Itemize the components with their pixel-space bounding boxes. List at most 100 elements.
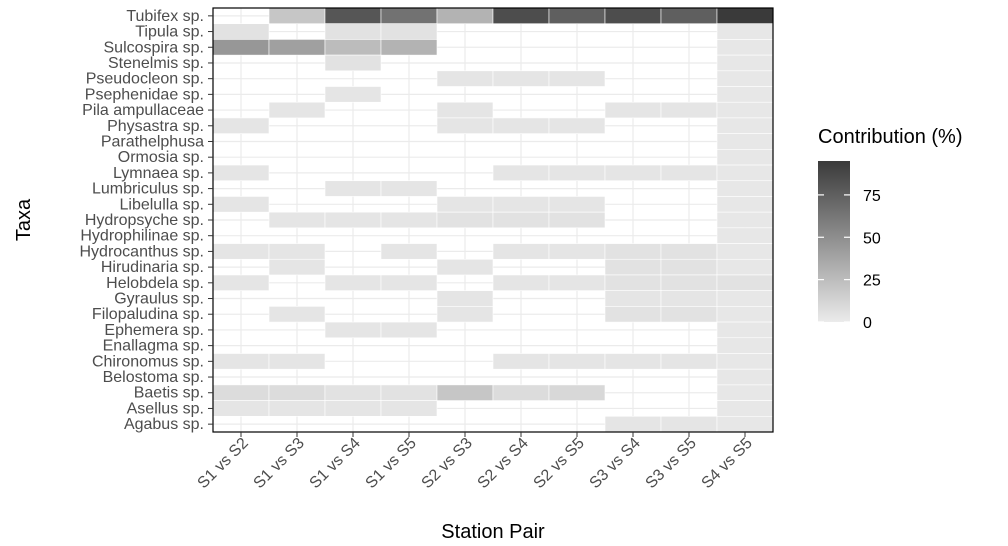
heatmap-cell	[604, 243, 662, 260]
heatmap-cell	[660, 258, 718, 276]
heatmap-cell	[324, 400, 382, 417]
heatmap-cell	[212, 353, 270, 370]
heatmap-cell	[492, 274, 550, 291]
heatmap-cell	[660, 7, 718, 25]
heatmap-cell	[716, 54, 774, 72]
heatmap-cell	[716, 353, 774, 370]
heatmap-cell	[716, 70, 774, 87]
y-tick-label: Asellus sp.	[127, 400, 204, 417]
heatmap-cell	[436, 101, 494, 119]
heatmap-cell	[380, 321, 438, 339]
heatmap-cell	[436, 290, 494, 307]
y-tick-label: Stenelmis sp.	[108, 55, 204, 72]
heatmap-cell	[604, 415, 662, 433]
heatmap-cell	[604, 274, 662, 291]
legend-title: Contribution (%)	[818, 126, 963, 148]
heatmap-cell	[380, 384, 438, 401]
heatmap-cell	[268, 243, 326, 260]
heatmap-cell	[604, 258, 662, 276]
heatmap-cell	[716, 180, 774, 197]
heatmap-cell	[436, 70, 494, 87]
heatmap-cell	[268, 258, 326, 276]
legend-tick-label: 75	[863, 188, 881, 205]
heatmap-cell	[324, 384, 382, 401]
y-tick-label: Lumbriculus sp.	[92, 181, 204, 198]
heatmap-cell	[716, 117, 774, 134]
heatmap-cell	[716, 39, 774, 56]
y-tick-label: Belostoma sp.	[103, 369, 204, 386]
y-tick-label: Hydrophilinae sp.	[80, 228, 204, 245]
x-tick-label: S2 vs S4	[475, 435, 532, 492]
heatmap-cell	[436, 117, 494, 134]
heatmap-cell	[548, 211, 606, 229]
heatmap-cell	[548, 274, 606, 291]
heatmap-cell	[268, 306, 326, 323]
y-tick-label: Ormosia sp.	[118, 149, 204, 166]
y-tick-label: Parathelphusa	[101, 133, 204, 150]
heatmap-cell	[716, 400, 774, 417]
heatmap-cell	[716, 86, 774, 103]
y-tick-label: Psephenidae sp.	[85, 86, 204, 103]
heatmap-cell	[436, 211, 494, 229]
y-tick-label: Pila ampullaceae	[82, 102, 204, 119]
heatmap-cell	[436, 258, 494, 276]
x-tick-label: S4 vs S5	[699, 435, 756, 492]
heatmap-cell	[268, 7, 326, 25]
y-tick-label: Tubifex sp.	[126, 8, 204, 25]
heatmap-cell	[380, 180, 438, 197]
heatmap-cell	[716, 306, 774, 323]
x-tick-label: S2 vs S3	[419, 435, 476, 492]
heatmap-cell	[492, 211, 550, 229]
heatmap-cell	[492, 353, 550, 370]
heatmap-cell	[436, 196, 494, 213]
x-tick-label: S1 vs S5	[363, 435, 420, 492]
heatmap-cell	[660, 274, 718, 291]
heatmap-cell	[716, 415, 774, 433]
heatmap-cell	[716, 243, 774, 260]
heatmap-cell	[212, 39, 270, 56]
heatmap-cell	[716, 258, 774, 276]
x-tick-label: S1 vs S2	[195, 435, 252, 492]
heatmap-cell	[716, 164, 774, 182]
y-tick-label: Sulcospira sp.	[104, 39, 205, 56]
heatmap-cell	[492, 243, 550, 260]
heatmap-cell	[716, 368, 774, 386]
heatmap-cell	[548, 7, 606, 25]
heatmap-cell	[716, 337, 774, 354]
x-tick-label: S2 vs S5	[531, 435, 588, 492]
heatmap-cell	[436, 306, 494, 323]
heatmap-cell	[604, 306, 662, 323]
heatmap-cell	[492, 117, 550, 134]
heatmap-cell	[212, 23, 270, 40]
heatmap-cell	[324, 86, 382, 103]
heatmap-cell	[324, 180, 382, 197]
heatmap-cell	[212, 384, 270, 401]
heatmap-cell	[212, 117, 270, 134]
heatmap-cell	[380, 243, 438, 260]
heatmap-cell	[324, 54, 382, 72]
heatmap-cell	[324, 274, 382, 291]
heatmap-cell	[212, 243, 270, 260]
heatmap-cell	[380, 400, 438, 417]
heatmap-cell	[436, 384, 494, 401]
legend-colorbar	[818, 161, 850, 322]
y-axis-title: Taxa	[13, 198, 35, 241]
y-tick-label: Hydropsyche sp.	[85, 212, 204, 229]
y-tick-label: Baetis sp.	[134, 385, 204, 402]
legend-tick-label: 50	[863, 230, 881, 247]
heatmap-cell	[380, 39, 438, 56]
heatmap-cell	[492, 7, 550, 25]
heatmap-cell	[492, 70, 550, 87]
heatmap-cell	[268, 353, 326, 370]
heatmap-cell	[268, 384, 326, 401]
heatmap-cell	[604, 7, 662, 25]
x-tick-label: S3 vs S4	[587, 435, 644, 492]
heatmap-cell	[548, 196, 606, 213]
heatmap-cell	[660, 415, 718, 433]
heatmap-cell	[716, 7, 774, 25]
heatmap-cells	[212, 7, 774, 433]
heatmap-cell	[716, 149, 774, 166]
heatmap-cell	[212, 196, 270, 213]
heatmap-cell	[716, 227, 774, 244]
heatmap-cell	[716, 274, 774, 291]
